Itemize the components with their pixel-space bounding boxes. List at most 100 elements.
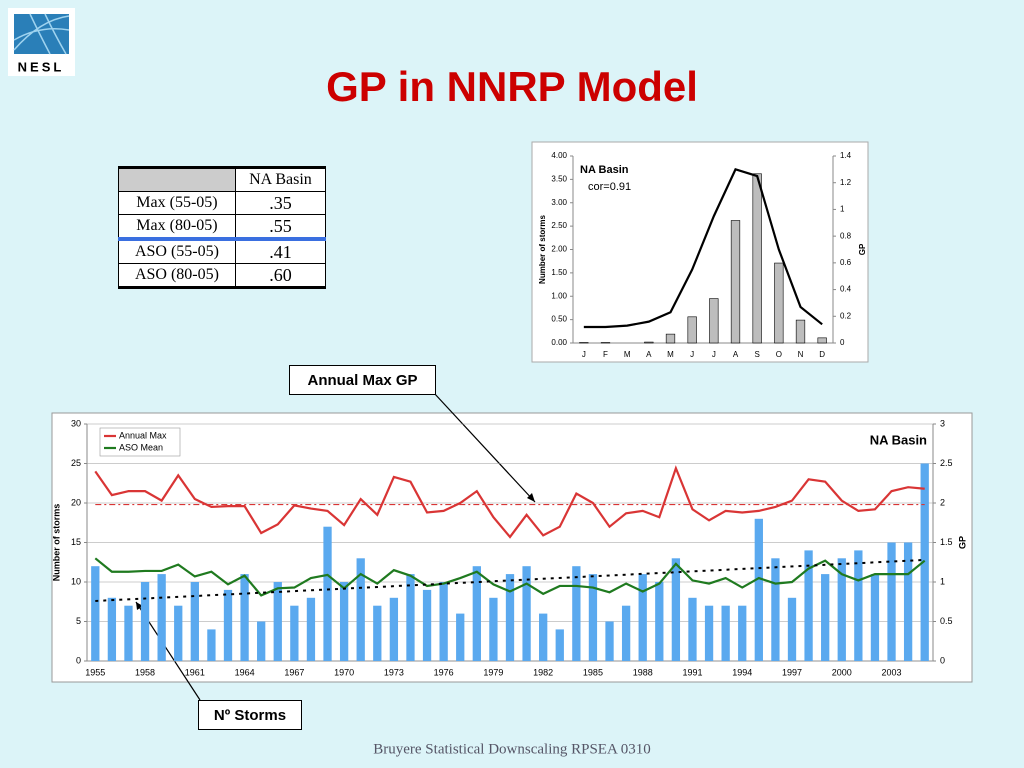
bar	[572, 566, 581, 661]
bar	[774, 262, 784, 344]
bar	[903, 542, 913, 661]
bar	[887, 542, 896, 661]
arrow-head	[527, 493, 535, 502]
bar	[439, 582, 448, 661]
trend-line	[95, 558, 925, 602]
bar	[709, 298, 719, 344]
x-tick-label: 1982	[533, 667, 553, 677]
bar	[555, 629, 564, 661]
x-tick-label: J	[712, 350, 716, 359]
bar	[854, 550, 863, 661]
bar	[472, 566, 481, 661]
bar	[157, 574, 166, 661]
y2-tick-label: 1.5	[940, 537, 953, 547]
x-tick-label: M	[624, 350, 631, 359]
y2-tick-label: 0.2	[840, 311, 852, 320]
x-tick-label: A	[646, 350, 652, 359]
bar	[240, 574, 249, 661]
x-tick-label: F	[603, 350, 608, 359]
y2-tick-label: 1	[940, 576, 945, 586]
bar	[505, 574, 515, 661]
cell: .35	[234, 191, 327, 215]
x-tick-label: J	[582, 350, 586, 359]
x-tick-label: 1961	[185, 667, 205, 677]
arrow-head	[136, 602, 143, 610]
bar	[730, 220, 741, 344]
x-tick-label: 1997	[782, 667, 802, 677]
header-cell	[118, 167, 236, 192]
bar	[704, 605, 714, 661]
bar	[389, 597, 399, 661]
bar	[124, 605, 133, 661]
chart-frame	[51, 412, 973, 683]
y-tick-label: 30	[71, 418, 81, 428]
slide-title: GP in NNRP Model	[326, 63, 698, 110]
cell: Max (55-05)	[118, 191, 236, 215]
cell: .60	[234, 263, 327, 288]
callout: Annual Max GP	[289, 365, 436, 395]
x-tick-label: O	[776, 350, 782, 359]
bar	[273, 582, 282, 661]
bar	[771, 558, 780, 661]
y-tick-label: 0.00	[551, 338, 567, 347]
x-tick-label: 1973	[384, 667, 404, 677]
y2-tick-label: 0	[840, 338, 845, 347]
table-row: ASO (80-05) .60	[118, 263, 327, 288]
y-tick-label: 2.00	[551, 245, 567, 254]
bar	[522, 566, 531, 661]
bar	[621, 605, 631, 661]
y-tick-label: 0.50	[551, 315, 567, 324]
bar	[223, 589, 233, 661]
y2-tick-label: 0	[940, 655, 945, 665]
line	[583, 168, 823, 329]
y-tick-label: 1.50	[551, 268, 567, 277]
bar	[373, 605, 382, 661]
x-tick-label: 1979	[483, 667, 503, 677]
x-tick-label: A	[733, 350, 739, 359]
x-tick-label: 1970	[334, 667, 354, 677]
bar	[665, 333, 676, 344]
bar	[406, 574, 415, 661]
y-tick-label: 2.50	[551, 221, 567, 230]
y2-tick-label: 0.8	[840, 231, 852, 240]
x-tick-label: 2000	[832, 667, 852, 677]
y2-tick-label: 2.5	[940, 458, 953, 468]
cell: .55	[234, 214, 327, 241]
x-tick-label: N	[798, 350, 804, 359]
x-tick-label: 1985	[583, 667, 603, 677]
x-tick-label: M	[667, 350, 674, 359]
bar	[804, 550, 813, 661]
y-tick-label: 4.00	[551, 151, 567, 160]
bar	[671, 558, 681, 661]
header-cell: NA Basin	[234, 167, 327, 192]
y-tick-label: 1.00	[551, 291, 567, 300]
x-tick-label: 2003	[882, 667, 902, 677]
x-tick-label: 1967	[284, 667, 304, 677]
bar	[870, 574, 880, 661]
bar	[605, 621, 614, 661]
y2-axis-label: GP	[957, 536, 967, 549]
x-tick-label: 1991	[682, 667, 702, 677]
y2-tick-label: 0.5	[940, 616, 953, 626]
table-header: NA Basin	[118, 167, 327, 192]
x-tick-label: 1958	[135, 667, 155, 677]
y-tick-label: 10	[71, 576, 81, 586]
annotation: NA Basin	[870, 432, 927, 447]
cell: Max (80-05)	[118, 214, 236, 241]
bar	[787, 597, 797, 661]
y2-tick-label: 1	[840, 205, 845, 214]
y-tick-label: 15	[71, 537, 81, 547]
y-axis-label: Number of storms	[51, 504, 61, 582]
y2-tick-label: 1.4	[840, 151, 852, 160]
y2-tick-label: 3	[940, 418, 945, 428]
bar	[257, 621, 266, 661]
callout-arrow	[433, 392, 536, 503]
bar	[837, 558, 846, 661]
logo-lines	[13, 13, 70, 55]
x-tick-label: D	[819, 350, 825, 359]
y-tick-label: 0	[76, 655, 81, 665]
bar	[306, 597, 316, 661]
bar	[339, 582, 349, 661]
bar	[638, 574, 647, 661]
